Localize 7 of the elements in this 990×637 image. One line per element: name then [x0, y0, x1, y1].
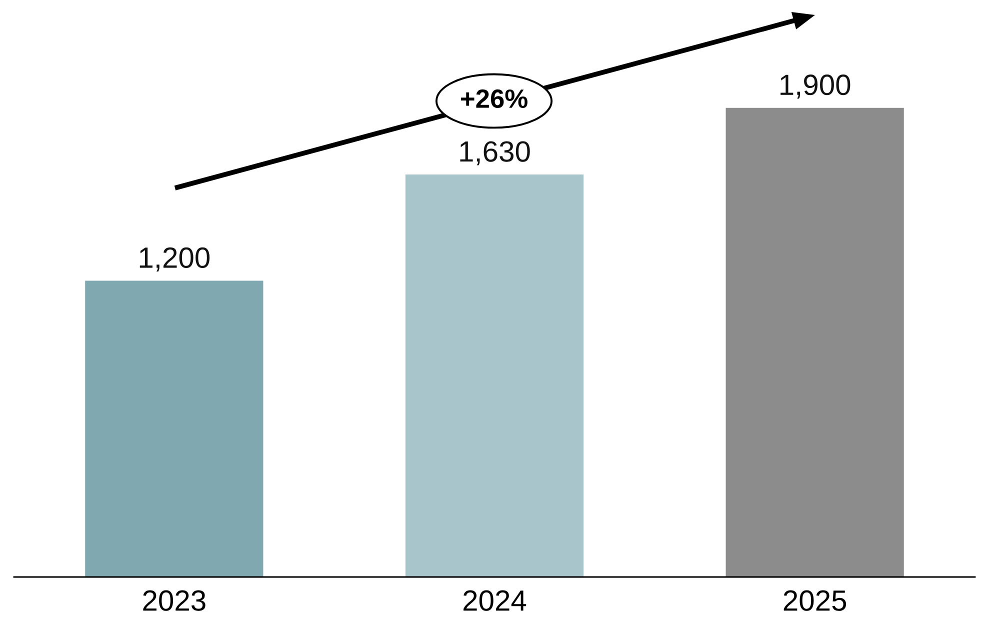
- x-tick-label: 2025: [784, 590, 846, 611]
- x-tick-label: 2023: [143, 590, 206, 611]
- data-label: 1,900: [780, 74, 850, 99]
- x-tick-label: 2024: [464, 590, 526, 611]
- annotation: +26%: [461, 89, 528, 108]
- data-label: 1,200: [140, 247, 210, 272]
- data-label: 1,630: [460, 141, 530, 166]
